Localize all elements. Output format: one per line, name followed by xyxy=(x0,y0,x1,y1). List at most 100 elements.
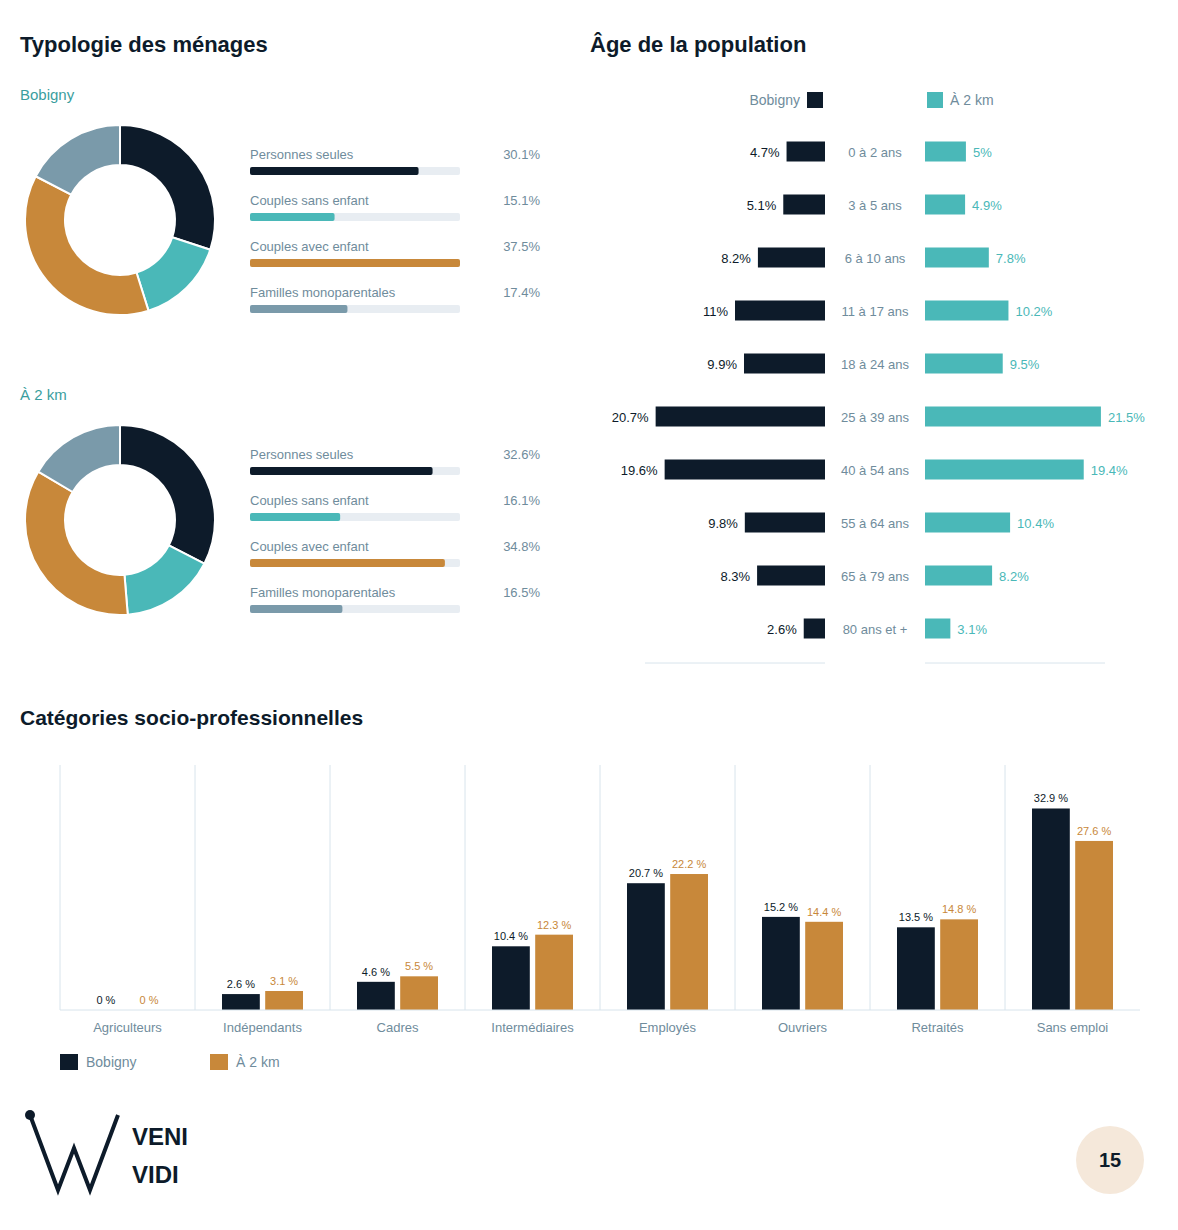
legend-track xyxy=(250,559,460,567)
data-label: 8.2% xyxy=(999,569,1029,584)
legend-track xyxy=(250,605,460,613)
donut-chart: Typologie des ménages Bobigny Personnes se… xyxy=(20,32,540,315)
logo-dot xyxy=(25,1110,35,1120)
legend-label: Bobigny xyxy=(86,1054,137,1070)
csp-chart: Catégories socio-professionnelles0 %2.6 … xyxy=(20,706,1140,1070)
data-label: 9.9% xyxy=(707,357,737,372)
data-label: 2.6% xyxy=(767,622,797,637)
bar xyxy=(925,142,966,162)
data-label: 7.8% xyxy=(996,251,1026,266)
annotation: VENI xyxy=(132,1123,188,1150)
legend-label: Couples avec enfant xyxy=(250,539,369,554)
data-label: 14.4 % xyxy=(807,906,841,918)
data-label: 12.3 % xyxy=(537,919,571,931)
data-label: 34.8% xyxy=(503,539,540,554)
bar xyxy=(745,513,825,533)
bar xyxy=(925,619,950,639)
legend-label: Couples sans enfant xyxy=(250,493,369,508)
legend-label: Personnes seules xyxy=(250,147,354,162)
bar xyxy=(757,566,825,586)
tick-label: Agriculteurs xyxy=(93,1020,162,1035)
page: Typologie des ménages Bobigny Personnes se… xyxy=(0,0,1178,1230)
legend-label: Familles monoparentales xyxy=(250,585,396,600)
subtitle: Bobigny xyxy=(20,86,75,103)
legend-swatch xyxy=(927,92,943,108)
bar xyxy=(925,354,1003,374)
tick-label: 11 à 17 ans xyxy=(842,304,909,319)
donut-slice xyxy=(38,425,120,492)
data-label: 5.5 % xyxy=(405,960,433,972)
age-pyramid: Âge de la populationBobignyÀ 2 km0 à 2 a… xyxy=(590,32,1145,663)
tick-label: 65 à 79 ans xyxy=(841,569,909,584)
data-label: 5.1% xyxy=(747,198,777,213)
legend-label: Couples avec enfant xyxy=(250,239,369,254)
bar xyxy=(492,946,530,1010)
legend-label: Personnes seules xyxy=(250,447,354,462)
data-label: 30.1% xyxy=(503,147,540,162)
data-label: 21.5% xyxy=(1108,410,1145,425)
data-label: 32.6% xyxy=(503,447,540,462)
data-label: 8.3% xyxy=(720,569,750,584)
bar xyxy=(1075,841,1113,1010)
bar xyxy=(805,922,843,1010)
data-label: 0 % xyxy=(96,994,115,1006)
donut-slice xyxy=(25,472,128,615)
bar xyxy=(925,407,1101,427)
page-number: 15 xyxy=(1099,1149,1121,1171)
data-label: 16.5% xyxy=(503,585,540,600)
legend-swatch xyxy=(807,92,823,108)
bar xyxy=(656,407,825,427)
bar xyxy=(783,195,825,215)
legend-track xyxy=(250,167,460,175)
annotation: VIDI xyxy=(132,1161,179,1188)
legend-label: À 2 km xyxy=(236,1054,280,1070)
tick-label: 3 à 5 ans xyxy=(848,198,902,213)
bar xyxy=(1032,808,1070,1010)
data-label: 4.6 % xyxy=(362,966,390,978)
data-label: 27.6 % xyxy=(1077,825,1111,837)
separator xyxy=(330,765,331,1010)
tick-label: Cadres xyxy=(377,1020,419,1035)
data-label: 37.5% xyxy=(503,239,540,254)
legend-bar xyxy=(250,467,433,475)
data-label: 5% xyxy=(973,145,992,160)
tick-label: 55 à 64 ans xyxy=(841,516,909,531)
legend-bar xyxy=(250,305,347,313)
data-label: 19.6% xyxy=(621,463,658,478)
title: Typologie des ménages xyxy=(20,32,268,57)
bar xyxy=(357,982,395,1010)
tick-label: Employés xyxy=(639,1020,697,1035)
page-circle xyxy=(1076,1126,1144,1194)
bar xyxy=(400,976,438,1010)
data-label: 20.7 % xyxy=(629,867,663,879)
separator xyxy=(870,765,871,1010)
bar xyxy=(222,994,260,1010)
data-label: 8.2% xyxy=(721,251,751,266)
data-label: 10.4 % xyxy=(494,930,528,942)
data-label: 3.1 % xyxy=(270,975,298,987)
donut-chart: À 2 kmPersonnes seules32.6%Couples sans … xyxy=(20,386,540,615)
tick-label: 18 à 24 ans xyxy=(841,357,909,372)
bar xyxy=(535,935,573,1010)
separator xyxy=(600,765,601,1010)
legend-label: Couples sans enfant xyxy=(250,193,369,208)
data-label: 15.2 % xyxy=(764,901,798,913)
bar xyxy=(787,142,825,162)
data-label: 4.9% xyxy=(972,198,1002,213)
data-label: 11% xyxy=(703,304,728,319)
data-label: 13.5 % xyxy=(899,911,933,923)
donut-slice xyxy=(124,545,204,614)
separator xyxy=(1005,765,1006,1010)
legend-bar xyxy=(250,167,419,175)
legend-bar xyxy=(250,259,460,267)
tick-label: Indépendants xyxy=(223,1020,302,1035)
legend-label: Bobigny xyxy=(749,92,800,108)
bar xyxy=(735,301,825,321)
legend-label: À 2 km xyxy=(950,92,994,108)
bar xyxy=(804,619,825,639)
donut-slice xyxy=(120,125,215,250)
bars xyxy=(656,142,1101,639)
bar xyxy=(265,991,303,1010)
legend: Bobigny À 2 km xyxy=(749,92,993,108)
bar xyxy=(627,883,665,1010)
